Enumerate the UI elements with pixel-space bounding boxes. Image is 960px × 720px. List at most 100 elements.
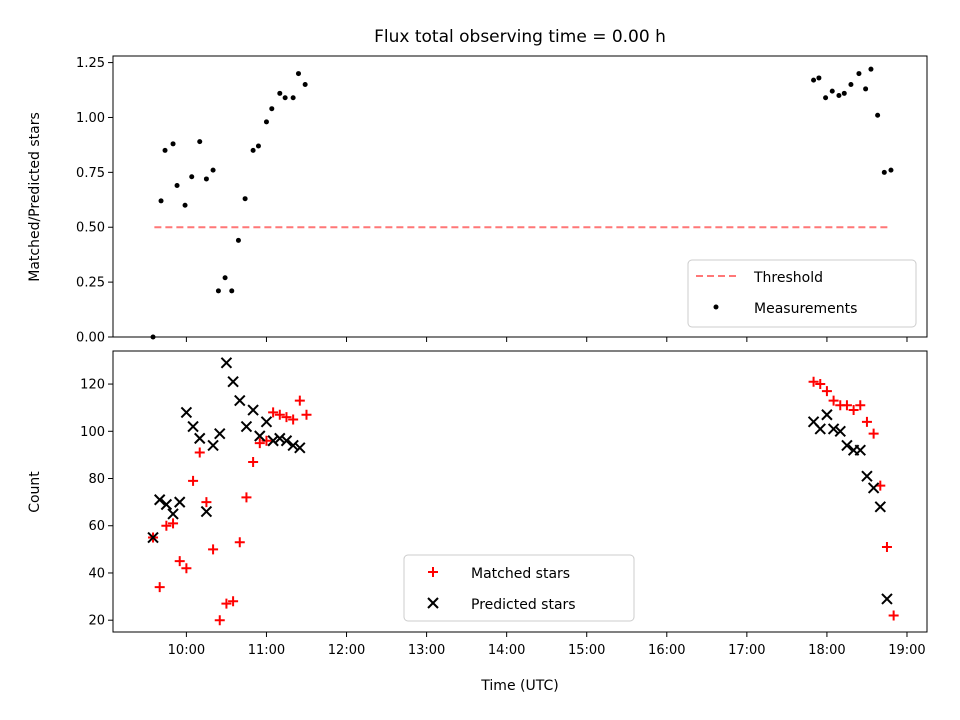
measurement-point [269,106,275,112]
x-tick-label: 16:00 [648,643,685,658]
chart-title: Flux total observing time = 0.00 h [374,27,666,47]
x-tick-label: 17:00 [728,643,765,658]
count-panel: Count Time (UTC) 20 40 60 80 100 120 10:00 11:0… [27,350,928,694]
measurement-point [836,93,842,99]
measurement-point [215,288,221,294]
measurement-point [829,88,835,94]
matched-star-point [168,518,179,529]
measurement-point [162,147,168,153]
predicted-star-point [240,420,253,433]
measurement-point [263,119,269,125]
ratio-legend: Threshold Measurements [687,259,917,328]
matched-star-point [214,615,225,626]
measurement-point [203,176,209,182]
measurement-point [856,71,862,77]
matched-star-point [841,400,852,411]
measurement-point [841,90,847,96]
x-tick-label: 13:00 [408,643,445,658]
predicted-star-point [153,494,166,506]
matched-star-point [181,563,192,574]
measurement-point [210,167,216,173]
matched-star-point [161,520,172,531]
ratio-panel: Flux total observing time = 0.00 h Match… [27,27,928,346]
predicted-star-point [827,423,840,435]
y-tick-label: 80 [88,472,105,487]
x-tick-label: 15:00 [568,643,605,658]
predicted-star-point [287,439,299,452]
predicted-star-point [187,420,199,433]
measurement-point [816,75,822,81]
predicted-star-point [854,444,866,456]
matched-star-point [294,395,305,406]
predicted-star-point [861,470,873,482]
predicted-star-point [147,531,159,544]
predicted-star-point [167,508,179,520]
measurement-point [888,167,894,173]
y-tick-label: 0.00 [76,331,105,346]
measurement-point [875,112,881,118]
y-tick-label: 1.00 [76,111,105,126]
x-axis-label: Time (UTC) [480,678,558,694]
measurement-point [170,141,176,147]
matched-star-point [234,537,245,548]
x-tick-label: 19:00 [888,643,925,658]
matched-star-point [848,405,859,416]
predicted-star-point [874,501,887,513]
x-tick-label: 10:00 [168,643,205,658]
measurement-point [255,143,261,149]
ratio-y-axis-label: Matched/Predicted stars [27,112,43,282]
measurement-point [158,198,164,204]
matched-star-point [221,598,232,609]
predicted-star-point [867,482,880,494]
matched-star-point [821,386,832,397]
predicted-star-point [274,432,286,445]
matched-star-point [248,456,259,467]
matched-legend-marker [428,567,438,577]
measurement-point [250,147,256,153]
predicted-legend-label: Predicted stars [471,597,576,613]
ratio-legend-box [687,259,917,328]
matched-star-point [174,556,185,567]
predicted-star-point [194,432,206,445]
matched-star-point [241,492,252,503]
y-tick-label: 0.25 [76,276,105,291]
measurement-point [229,288,235,294]
matched-star-point [828,395,839,406]
measurement-point [222,275,228,281]
predicted-star-point [267,435,279,447]
matched-star-point [815,379,826,390]
y-tick-label: 0.75 [76,166,105,181]
matched-star-point [868,428,879,439]
matched-star-point [228,596,239,607]
count-legend: Matched stars Predicted stars [403,554,635,622]
matched-star-point [154,582,165,593]
measurement-point [242,196,248,202]
matched-star-point [861,416,872,427]
x-tick-label: 18:00 [808,643,845,658]
predicted-star-point [234,394,246,407]
matched-star-point [288,414,299,425]
predicted-star-point [821,409,833,421]
predicted-star-point [814,423,826,435]
measurement-point [823,95,829,101]
y-tick-label: 20 [88,614,105,629]
y-tick-label: 60 [88,519,105,534]
matched-star-point [188,475,199,486]
predicted-star-point [254,430,266,442]
matched-star-point [254,438,265,449]
count-plot-area: 20 40 60 80 100 120 10:00 11:00 12:00 13:00 14:00 1… [80,357,926,658]
predicted-star-point [227,375,239,388]
matched-star-point [888,610,899,621]
y-tick-label: 100 [80,425,105,440]
matched-star-point [808,376,819,387]
measurement-point [848,82,854,88]
measurement-point [295,71,301,77]
measurement-point [189,174,195,180]
measurement-point [277,90,283,96]
y-tick-label: 0.50 [76,221,105,236]
measurement-point [174,183,180,189]
matched-star-point [281,412,292,423]
measurement-point [282,95,288,101]
predicted-legend-marker [427,597,439,609]
